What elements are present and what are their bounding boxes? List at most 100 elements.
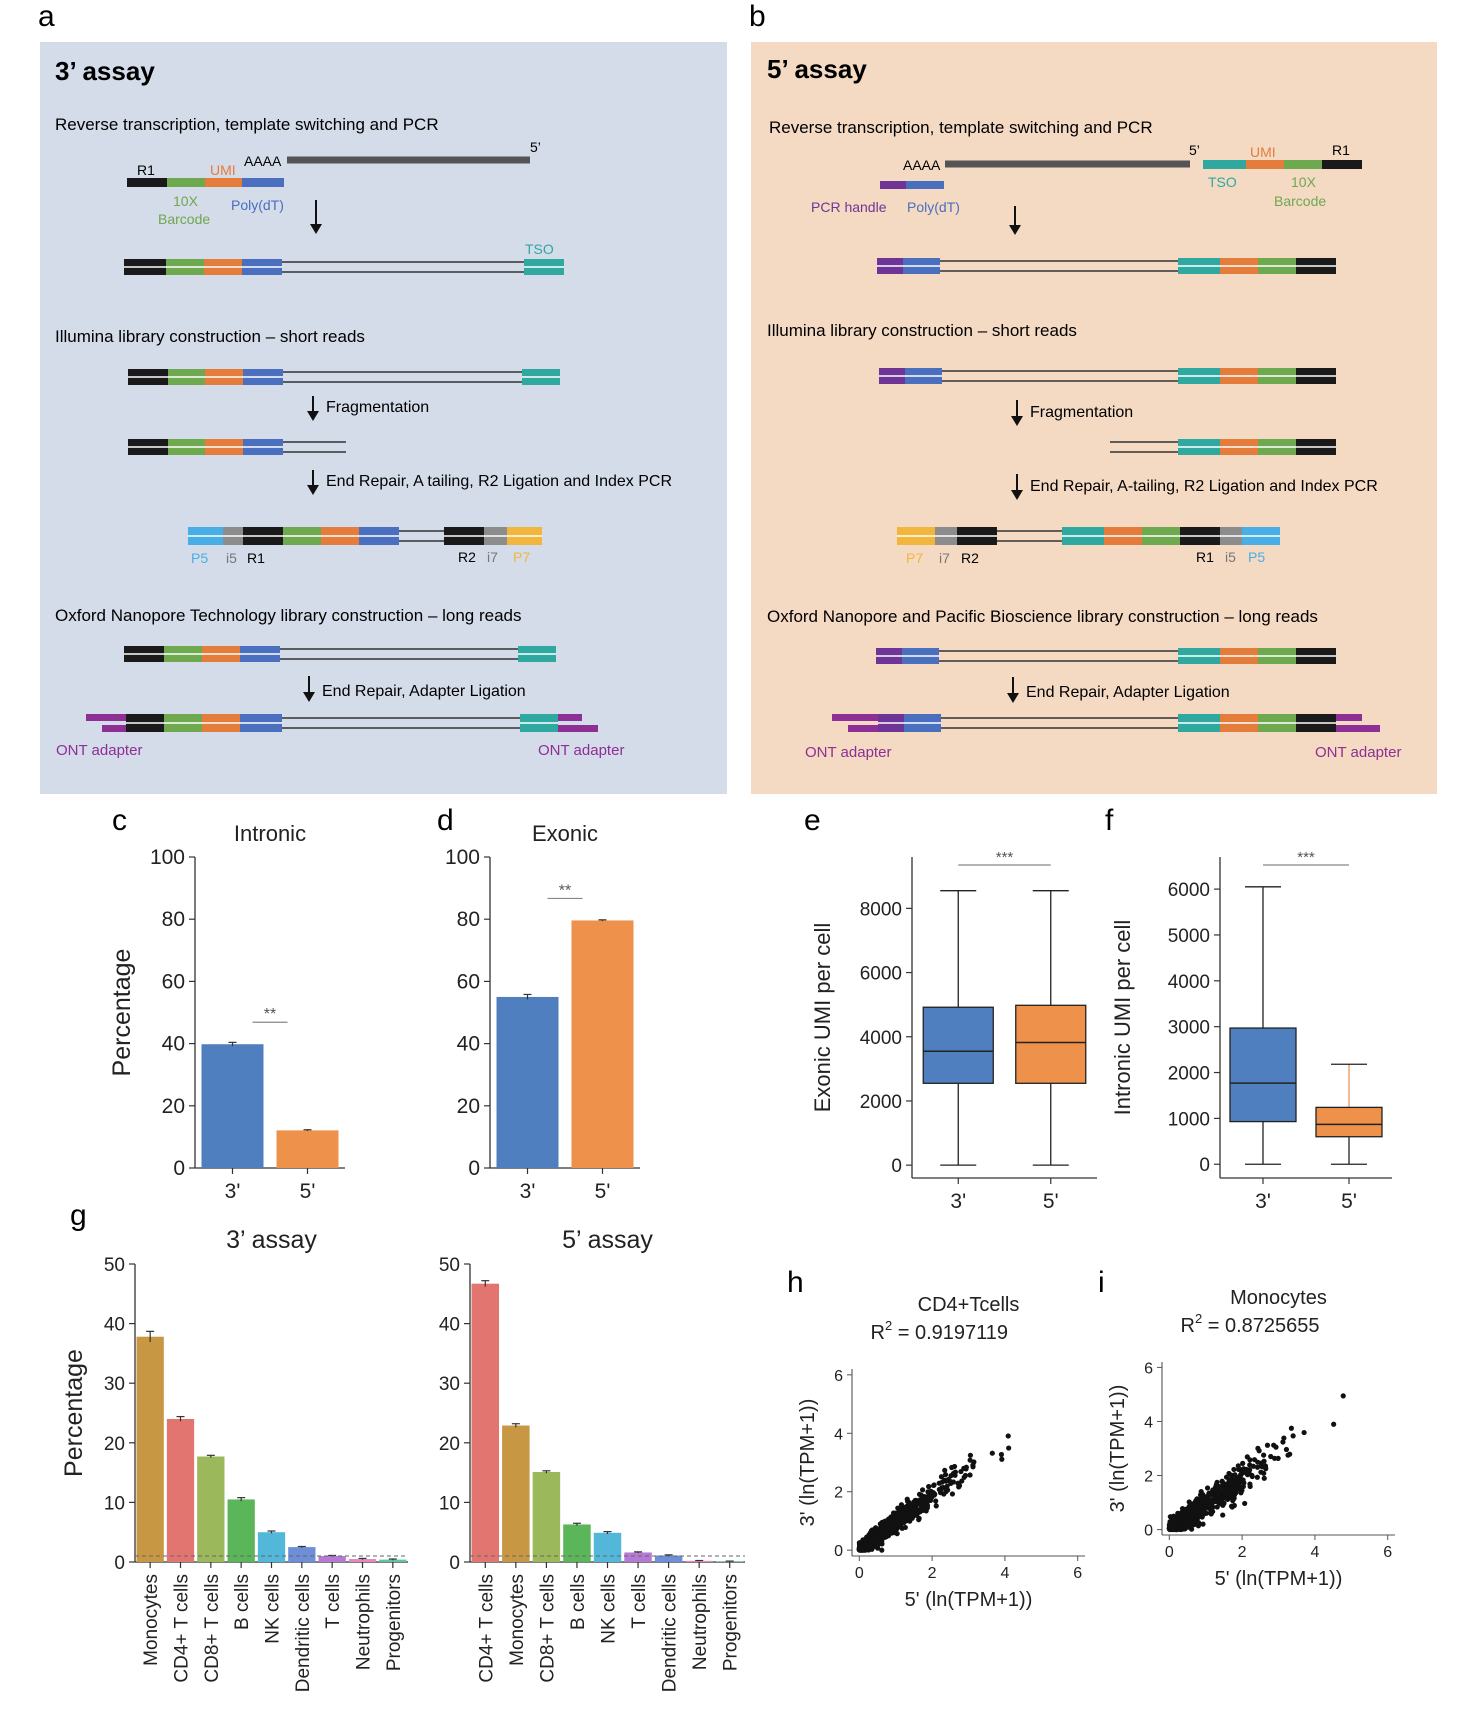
x-tick-label: 6 bbox=[1383, 1544, 1392, 1561]
scatter-point bbox=[1280, 1439, 1286, 1445]
panel-a-rt-heading: Reverse transcription, template switchin… bbox=[55, 115, 439, 134]
scatter-point bbox=[878, 1527, 884, 1533]
scatter-point bbox=[1240, 1477, 1246, 1483]
scatter-point bbox=[1255, 1459, 1261, 1465]
y-tick-label: 6000 bbox=[860, 964, 902, 985]
scatter-point bbox=[918, 1500, 925, 1506]
scatter-point bbox=[1247, 1457, 1253, 1463]
x-tick-label: 3' bbox=[950, 1190, 966, 1213]
x-tick-label: T cells bbox=[323, 1574, 344, 1629]
y-tick-label: 2 bbox=[834, 1485, 843, 1502]
x-tick-label: 5' bbox=[300, 1180, 316, 1203]
chart-exonic-umi-boxplot: 0 2000 4000 6000 8000 3' 5' *** Exonic UMI per c… bbox=[810, 849, 1097, 1213]
scatter-point bbox=[901, 1510, 908, 1516]
x-tick-label: 5' bbox=[1043, 1190, 1059, 1213]
scatter-point bbox=[1283, 1446, 1290, 1453]
y-tick-label: 0 bbox=[449, 1553, 460, 1574]
scatter-point bbox=[1221, 1500, 1227, 1506]
x-tick-label: CD8+ T cells bbox=[202, 1574, 223, 1683]
panel-letter-d: d bbox=[437, 804, 454, 837]
scatter-point bbox=[867, 1530, 874, 1536]
y-tick-label: 20 bbox=[162, 1095, 185, 1118]
bar bbox=[532, 1472, 561, 1562]
panel-b-ont-library: ONT adapter ONT adapter bbox=[805, 714, 1401, 761]
arrow-down-icon bbox=[303, 676, 315, 702]
panel-a-ont-cdna bbox=[124, 646, 556, 662]
x-tick-label: B cells bbox=[232, 1574, 253, 1630]
significance-label: *** bbox=[1297, 849, 1315, 866]
scatter-point bbox=[1219, 1478, 1225, 1484]
y-tick-label: 0 bbox=[468, 1157, 480, 1180]
x-tick-label: 5' bbox=[595, 1180, 611, 1203]
label-10x: 10X bbox=[1291, 174, 1317, 190]
scatter-point bbox=[1006, 1445, 1012, 1451]
scatter-point bbox=[942, 1467, 948, 1473]
scatter-point bbox=[1200, 1491, 1206, 1498]
label-i5: i5 bbox=[1225, 549, 1236, 565]
r-squared-symbol: R bbox=[871, 1322, 885, 1344]
scatter-point bbox=[1263, 1466, 1269, 1472]
scatter-point bbox=[1202, 1509, 1208, 1515]
label-tso: TSO bbox=[1208, 174, 1237, 190]
label-barcode: Barcode bbox=[158, 211, 210, 227]
scatter-point bbox=[1189, 1514, 1195, 1520]
scatter-point bbox=[904, 1496, 910, 1502]
scatter-point bbox=[907, 1509, 914, 1515]
scatter-point bbox=[1200, 1504, 1207, 1510]
scatter-point bbox=[999, 1456, 1005, 1462]
scatter-point bbox=[942, 1477, 948, 1483]
scatter-point bbox=[1285, 1452, 1291, 1458]
x-tick-label: 0 bbox=[1165, 1544, 1174, 1561]
scatter-point bbox=[1185, 1524, 1191, 1530]
scatter-point bbox=[879, 1536, 885, 1542]
scatter-point bbox=[1204, 1485, 1211, 1491]
scatter-point bbox=[1240, 1460, 1246, 1466]
chart-intronic-umi-boxplot: 0 1000 2000 3000 4000 5000 6000 3' 5' *** Intronic… bbox=[1110, 849, 1392, 1213]
y-axis-label: 3' (ln(TPM+1)) bbox=[1107, 1385, 1129, 1513]
scatter-point bbox=[1199, 1514, 1205, 1520]
scatter-point bbox=[1235, 1463, 1241, 1469]
bar bbox=[654, 1555, 683, 1562]
y-tick-label: 30 bbox=[439, 1374, 460, 1395]
scatter-point bbox=[1261, 1458, 1267, 1464]
arrow-down-icon bbox=[1007, 677, 1019, 703]
y-tick-label: 60 bbox=[162, 970, 185, 993]
bar bbox=[685, 1560, 713, 1562]
label-ont-adapter-left: ONT adapter bbox=[56, 742, 142, 759]
scatter-point bbox=[1242, 1500, 1248, 1507]
label-r2: R2 bbox=[458, 549, 476, 565]
label-i5: i5 bbox=[226, 550, 237, 566]
x-tick-label: B cells bbox=[568, 1574, 589, 1630]
scatter-points bbox=[856, 1433, 1012, 1553]
y-tick-label: 30 bbox=[104, 1374, 125, 1395]
scatter-point bbox=[949, 1464, 955, 1471]
scatter-point bbox=[917, 1509, 923, 1515]
y-axis-label: 3' (ln(TPM+1)) bbox=[797, 1399, 819, 1527]
y-tick-label: 2000 bbox=[860, 1092, 902, 1113]
bar bbox=[257, 1532, 286, 1562]
significance-label: ** bbox=[559, 882, 571, 899]
label-ont-adapter-right: ONT adapter bbox=[538, 742, 624, 759]
scatter-point bbox=[1238, 1490, 1244, 1496]
y-tick-label: 4 bbox=[1144, 1414, 1153, 1431]
scatter-point bbox=[1185, 1520, 1192, 1526]
scatter-point bbox=[1301, 1429, 1307, 1436]
chart-celltype-5prime: 0 10 20 30 40 50 CD4+ T cells Monocytes CD8+ T c… bbox=[439, 1226, 745, 1692]
bar bbox=[276, 1130, 339, 1168]
scatter-point bbox=[874, 1541, 880, 1547]
chart-title: Intronic bbox=[234, 821, 306, 846]
scatter-point bbox=[898, 1502, 905, 1508]
bar bbox=[318, 1556, 346, 1562]
label-five-prime: 5’ bbox=[530, 139, 541, 155]
panel-letter-c: c bbox=[112, 804, 127, 837]
scatter-point bbox=[931, 1482, 937, 1488]
scatter-point bbox=[1221, 1489, 1227, 1495]
y-tick-label: 8000 bbox=[860, 899, 902, 920]
scatter-point bbox=[1261, 1452, 1267, 1458]
scatter-point bbox=[1227, 1486, 1234, 1492]
arrow-down-icon bbox=[1011, 400, 1023, 426]
scatter-point bbox=[933, 1503, 939, 1509]
x-tick-label: Neutrophils bbox=[690, 1574, 711, 1670]
bar bbox=[379, 1559, 407, 1562]
